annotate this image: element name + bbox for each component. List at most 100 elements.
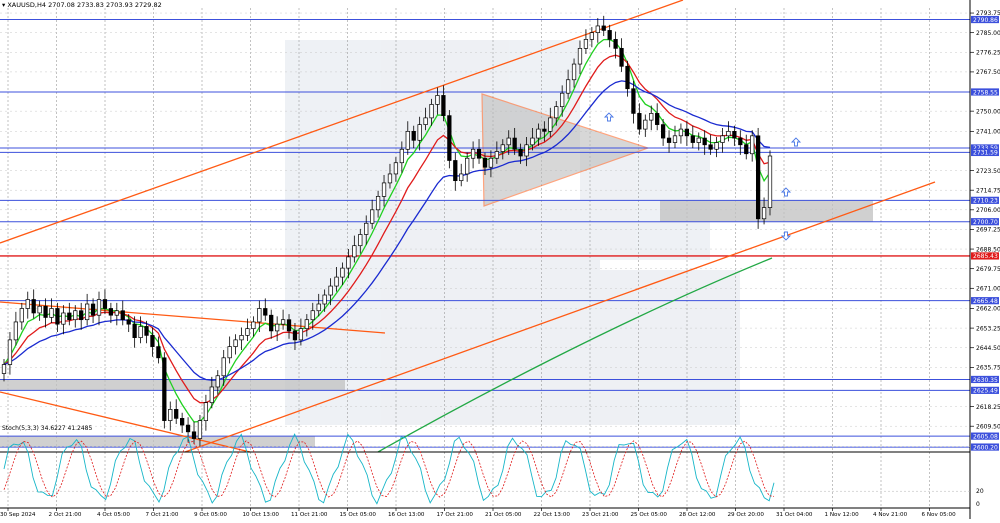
- time-tick-label: 6 Nov 05:00: [922, 512, 957, 518]
- candle-bear: [655, 113, 660, 125]
- candle-bear: [126, 319, 131, 325]
- candle-bear: [67, 312, 72, 321]
- level-label-bg: [971, 386, 999, 394]
- candle-bear: [447, 115, 452, 161]
- price-tick-label: 2644.50: [976, 345, 1000, 352]
- candle-bull: [215, 375, 220, 388]
- stochastic-panel: 20 0: [0, 433, 984, 508]
- candle-bull: [221, 357, 226, 377]
- candle-bull: [358, 234, 363, 247]
- level-label: 2605.08: [973, 433, 998, 440]
- candle-bull: [714, 142, 719, 150]
- candle-bear: [619, 48, 624, 67]
- candlesticks: [1, 15, 773, 447]
- candle-bull: [643, 119, 648, 130]
- price-zone: [0, 379, 345, 391]
- candle-bull: [696, 137, 701, 143]
- candle-bull: [429, 104, 434, 119]
- price-zone: [0, 436, 315, 448]
- channel-line: [0, 391, 251, 453]
- candle-bull: [560, 92, 565, 108]
- symbol-arrow-icon[interactable]: ▾: [2, 1, 6, 9]
- candle-bull: [19, 308, 24, 323]
- candle-bull: [470, 148, 476, 159]
- candle-bear: [411, 130, 416, 141]
- price-zones: [0, 93, 873, 448]
- channel-line: [184, 181, 936, 453]
- candle-bull: [168, 409, 173, 421]
- candle-bull: [209, 386, 214, 404]
- stoch-signal-line: [3, 440, 775, 498]
- candle-bear: [453, 160, 458, 182]
- candle-bear: [144, 326, 149, 336]
- level-label-bg: [971, 144, 999, 152]
- price-tick-label: 2671.00: [976, 286, 1000, 293]
- price-tick-label: 2697.25: [976, 227, 1000, 234]
- candle-bull: [13, 321, 19, 341]
- candle-bear: [482, 157, 488, 168]
- chart-header: ▾ XAUUSD,H4 2707.08 2733.83 2703.93 2729…: [2, 1, 162, 9]
- candle-bull: [322, 294, 327, 305]
- time-tick-label: 17 Oct 21:00: [437, 512, 474, 518]
- level-label: 2685.43: [973, 253, 998, 260]
- arrow-up-icon: [790, 137, 802, 147]
- candle-bear: [637, 113, 642, 130]
- stoch-tick-label: 0: [976, 501, 980, 508]
- arrow-up-icon: [780, 187, 792, 197]
- candle-bull: [61, 312, 66, 325]
- candle-bear: [108, 308, 114, 316]
- candle-bear: [185, 424, 191, 433]
- candle-bull: [233, 339, 238, 347]
- arrow-up-icon: [603, 112, 615, 122]
- time-tick-label: 10 Oct 13:00: [243, 512, 280, 518]
- candle-bear: [625, 65, 630, 90]
- candle-bull: [405, 130, 410, 150]
- candle-bull: [304, 319, 309, 330]
- price-tick-label: 2767.50: [976, 69, 1000, 76]
- level-label-bg: [971, 443, 999, 451]
- candle-bull: [571, 63, 577, 81]
- time-tick-label: 15 Oct 05:00: [340, 512, 377, 518]
- time-tick-label: 7 Oct 21:00: [146, 512, 179, 518]
- candle-bull: [500, 144, 505, 152]
- candle-bear: [631, 88, 636, 114]
- time-tick-label: 28 Oct 12:00: [679, 512, 716, 518]
- candle-bear: [162, 357, 167, 421]
- candle-bull: [494, 151, 499, 159]
- ohlc-values: 2707.08 2733.83 2703.93 2729.82: [48, 1, 162, 9]
- candle-bear: [31, 299, 36, 314]
- candle-bear: [660, 124, 666, 139]
- price-tick-label: 2653.25: [976, 325, 1000, 332]
- candle-bull: [761, 207, 767, 220]
- level-label-bg: [971, 15, 999, 24]
- candle-bear: [180, 418, 185, 426]
- candle-bull: [530, 137, 535, 146]
- candle-bull: [435, 95, 440, 105]
- candle-bull: [488, 157, 494, 168]
- moving-averages: [3, 38, 773, 453]
- candle-bear: [156, 346, 161, 359]
- stoch-label: Stoch(5,3,3) 34.6227 41.2485: [2, 425, 93, 432]
- price-tick-label: 2706.00: [976, 207, 1000, 214]
- level-label: 2731.59: [973, 150, 998, 157]
- candle-bull: [73, 310, 78, 321]
- candle-bear: [90, 303, 96, 316]
- signal-arrows: [603, 112, 802, 241]
- candle-bear: [512, 137, 517, 150]
- candle-bull: [334, 276, 339, 287]
- candle-bull: [280, 319, 286, 325]
- time-tick-label: 22 Oct 13:00: [534, 512, 571, 518]
- time-tick-label: 4 Oct 05:00: [97, 512, 130, 518]
- candle-bear: [43, 305, 48, 318]
- candle-bear: [702, 137, 707, 146]
- candle-bear: [518, 148, 523, 157]
- candle-bull: [37, 305, 42, 314]
- price-tick-label: 2793.75: [976, 10, 1000, 17]
- long-ma-line: [377, 257, 773, 453]
- arrow-down-icon: [780, 231, 792, 241]
- candle-bear: [690, 135, 695, 143]
- candle-bear: [174, 409, 179, 419]
